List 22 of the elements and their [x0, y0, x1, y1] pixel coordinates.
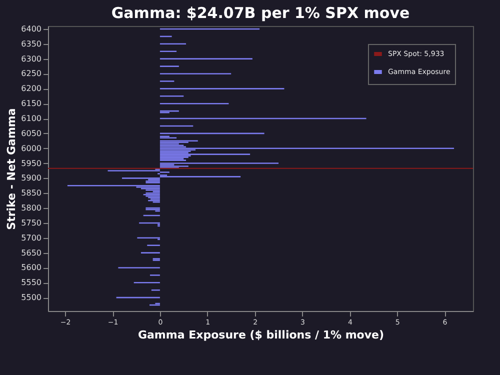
y-tick-label: 5950 [21, 158, 42, 168]
x-axis-title: Gamma Exposure ($ billions / 1% move) [138, 328, 384, 342]
y-tick-label: 6150 [21, 99, 42, 108]
y-tick-label: 6050 [21, 128, 42, 138]
y-tick-label: 5700 [21, 233, 42, 242]
y-tick-label: 6000 [21, 144, 42, 153]
y-tick-label: 6100 [21, 114, 42, 124]
y-tick-label: 6350 [21, 39, 42, 48]
y-tick-label: 5850 [21, 188, 42, 198]
y-axis-title: Strike - Net Gamma [5, 108, 18, 230]
y-tick-label: 5500 [21, 293, 42, 302]
y-tick-label: 6400 [21, 24, 42, 34]
y-tick-label: 5550 [21, 278, 42, 288]
y-tick-label: 6300 [21, 54, 42, 64]
chart-title: Gamma: $24.07B per 1% SPX move [111, 4, 410, 22]
y-tick-label: 5650 [21, 248, 42, 258]
y-tick-label: 5750 [21, 218, 42, 228]
y-tick-label: 5900 [21, 174, 42, 183]
y-tick-label: 5600 [21, 263, 42, 272]
y-tick-label: 6250 [21, 69, 42, 78]
y-tick-label: 6200 [21, 84, 42, 94]
y-tick-label: 5800 [21, 204, 42, 213]
